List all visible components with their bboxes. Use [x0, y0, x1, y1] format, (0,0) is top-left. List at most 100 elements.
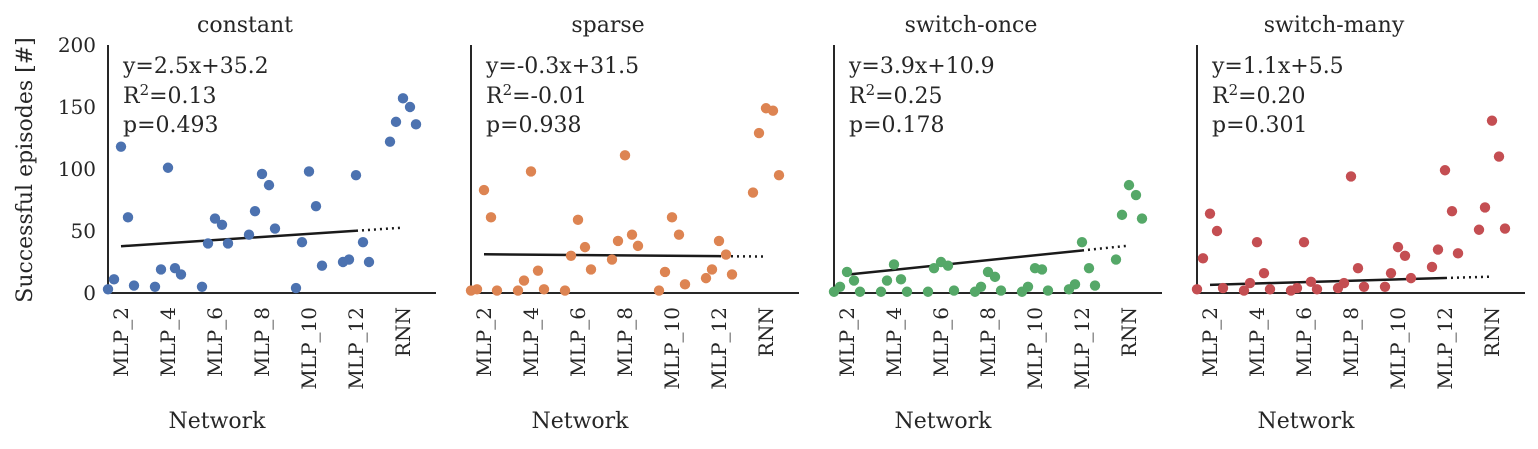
data-point: [1439, 165, 1451, 176]
data-point: [518, 275, 530, 286]
x-tick-label: MLP_10: [297, 307, 321, 390]
data-point: [1036, 264, 1048, 275]
data-point: [928, 263, 940, 274]
data-point: [108, 274, 120, 285]
fit-r-squared: R2=0.25: [849, 81, 943, 109]
x-tick-label: MLP_4: [1245, 307, 1269, 377]
data-point: [773, 170, 785, 181]
x-tick-label: MLP_8: [1339, 307, 1363, 377]
x-tick-label: MLP_10: [660, 307, 684, 390]
data-point: [706, 264, 718, 275]
data-point: [202, 238, 214, 249]
data-point: [478, 184, 490, 196]
data-point: [1076, 236, 1088, 248]
data-point: [269, 223, 281, 234]
x-tick-label: MLP_8: [250, 307, 274, 377]
x-tick-label: RNN: [1117, 307, 1141, 357]
x-tick-label: MLP_8: [976, 307, 1000, 377]
data-point: [316, 260, 328, 271]
data-point: [1285, 285, 1297, 296]
data-point: [1332, 282, 1344, 294]
data-point: [404, 101, 416, 113]
x-tick-label: MLP_12: [344, 307, 368, 390]
data-point: [1083, 263, 1095, 274]
fit-p-value: p=0.493: [123, 113, 219, 138]
data-point: [390, 116, 402, 128]
fit-equation: y=3.9x+10.9: [848, 54, 995, 79]
x-axis-label: Network: [894, 409, 992, 434]
x-tick-label: MLP_10: [1386, 307, 1410, 390]
data-point: [989, 271, 1001, 283]
data-point: [310, 201, 322, 212]
fit-r-squared: R2=0.20: [1212, 81, 1306, 109]
data-point: [1311, 284, 1323, 295]
fit-p-value: p=0.938: [486, 113, 582, 138]
data-point: [115, 141, 127, 152]
data-point: [713, 235, 725, 247]
data-point: [209, 213, 221, 224]
data-point: [1385, 267, 1397, 279]
data-point: [726, 269, 738, 280]
x-tick-label: RNN: [391, 307, 415, 357]
data-point: [1493, 151, 1505, 162]
data-point: [1204, 208, 1216, 219]
data-point: [216, 219, 228, 230]
data-point: [1452, 248, 1464, 259]
data-point: [1063, 284, 1075, 295]
panel-switch-many: switch-many MLP_2 MLP_4 MLP_6 MLP_8 MLP_10 MLP…: [1191, 13, 1525, 434]
data-point: [875, 286, 887, 297]
data-point: [1392, 241, 1404, 253]
y-tick-label: 100: [58, 157, 96, 181]
data-point: [337, 256, 349, 268]
fit-line-extrapolated: [1081, 244, 1130, 252]
panel-title: switch-many: [1264, 13, 1405, 38]
data-point: [256, 168, 268, 180]
data-point: [357, 236, 369, 248]
data-point: [175, 269, 187, 280]
data-point: [1298, 236, 1310, 248]
y-tick-label: 50: [71, 219, 96, 243]
x-tick-label: MLP_6: [566, 307, 590, 377]
data-point: [532, 265, 544, 276]
data-point: [525, 166, 537, 177]
data-point: [828, 286, 840, 297]
data-point: [1016, 286, 1028, 297]
y-tick-label: 0: [83, 281, 96, 305]
data-point: [1130, 189, 1142, 201]
data-point: [1379, 281, 1391, 292]
y-tick-label: 200: [58, 33, 96, 57]
data-point: [1244, 277, 1256, 289]
y-axis-label: Successful episodes [#]: [13, 37, 38, 302]
data-point: [384, 136, 396, 147]
data-point: [1345, 171, 1357, 182]
data-point: [122, 212, 134, 223]
data-point: [1258, 267, 1270, 279]
x-tick-label: MLP_2: [472, 307, 496, 377]
data-point: [1479, 202, 1491, 213]
data-point: [303, 166, 315, 177]
x-tick-label: MLP_4: [882, 307, 906, 377]
data-point: [465, 285, 477, 296]
x-tick-label: MLP_6: [929, 307, 953, 377]
data-point: [585, 264, 597, 275]
data-point: [196, 281, 208, 292]
x-tick-label: MLP_6: [203, 307, 227, 377]
data-point: [1499, 223, 1511, 234]
fit-equation: y=2.5x+35.2: [122, 54, 269, 79]
data-point: [1251, 236, 1263, 248]
data-point: [1238, 285, 1250, 296]
panel-title: sparse: [571, 13, 644, 38]
data-point: [626, 229, 638, 240]
data-point: [149, 281, 161, 292]
data-point: [579, 241, 591, 253]
fit-line-extrapolated: [355, 226, 404, 232]
fit-line: [120, 229, 357, 248]
fit-equation: y=-0.3x+31.5: [485, 54, 639, 79]
data-point: [162, 162, 174, 173]
fit-p-value: p=0.178: [849, 113, 945, 138]
data-point: [753, 127, 765, 139]
data-point: [659, 266, 671, 278]
data-point: [679, 279, 691, 290]
data-point: [263, 179, 275, 191]
data-point: [895, 274, 907, 285]
